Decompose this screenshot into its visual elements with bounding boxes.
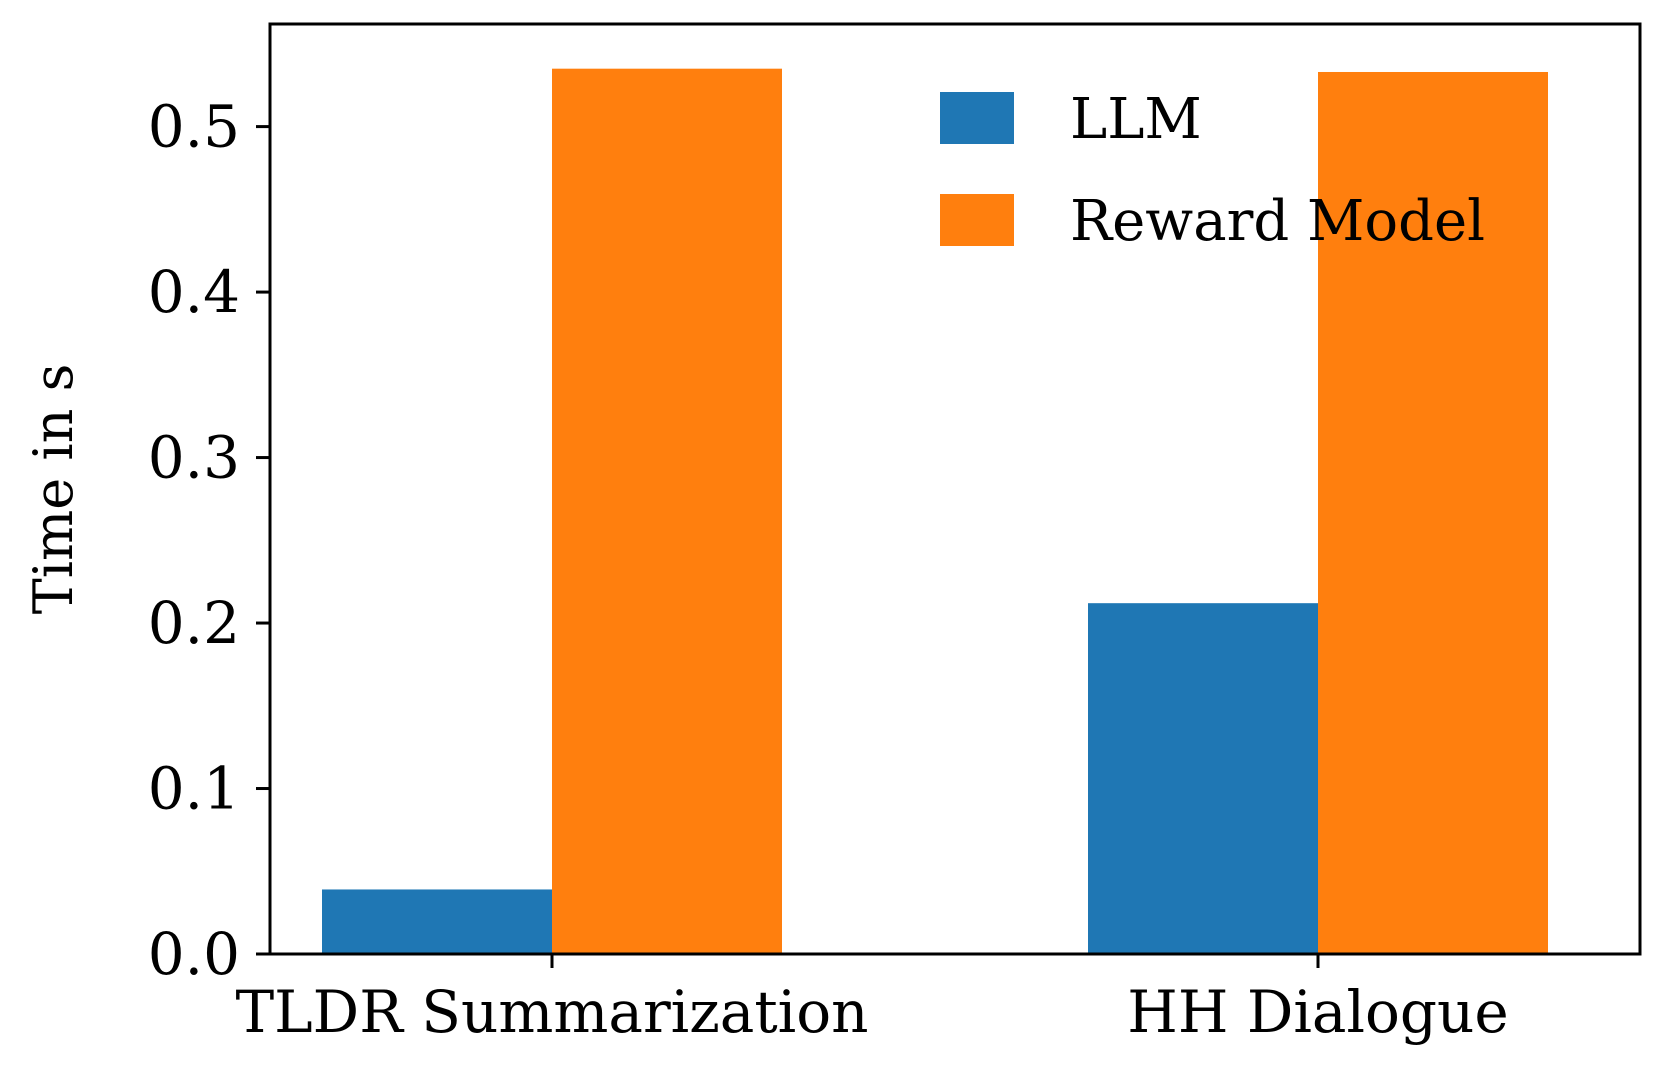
y-tick-label-1: 0.1 [148, 755, 240, 823]
y-tick-label-0: 0.0 [148, 920, 240, 988]
legend-swatch-0 [940, 92, 1014, 144]
x-tick-label-0: TLDR Summarization [235, 978, 868, 1046]
y-axis: 0.0 0.1 0.2 0.3 0.4 0.5 [148, 93, 270, 988]
bars-layer [322, 68, 1548, 955]
legend-swatch-1 [940, 194, 1014, 246]
y-axis-title: Time in s [22, 364, 85, 615]
y-tick-label-2: 0.2 [148, 589, 240, 657]
legend: LLM Reward Model [940, 87, 1485, 254]
bar-reward-model-0 [552, 68, 782, 955]
y-tick-label-3: 0.3 [148, 424, 240, 492]
legend-label-1: Reward Model [1070, 189, 1485, 254]
x-axis: TLDR Summarization HH Dialogue [235, 954, 1509, 1046]
y-tick-label-5: 0.5 [148, 93, 240, 161]
bar-llm-0 [322, 889, 552, 954]
x-tick-label-1: HH Dialogue [1127, 978, 1509, 1046]
legend-label-0: LLM [1070, 87, 1202, 152]
y-tick-label-4: 0.4 [148, 258, 240, 326]
bar-reward-model-1 [1318, 71, 1548, 955]
plot-frame [268, 22, 1642, 956]
bar-llm-1 [1088, 603, 1318, 954]
